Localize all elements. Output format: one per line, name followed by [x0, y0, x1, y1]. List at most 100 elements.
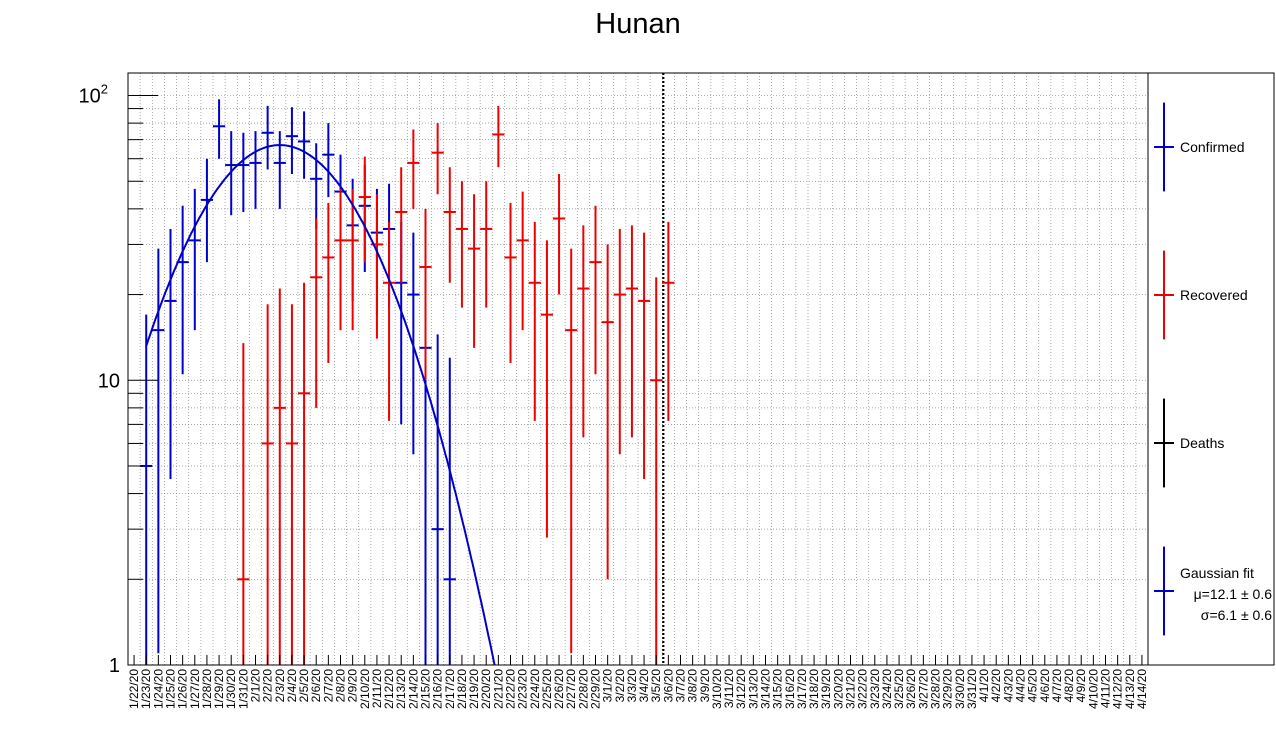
x-tick-label: 4/6/20 [1038, 669, 1052, 703]
data-point-recovered [540, 240, 553, 538]
plot-background [128, 73, 1148, 665]
x-tick-label: 3/16/20 [783, 669, 797, 709]
x-tick-label: 2/26/20 [552, 669, 566, 709]
data-point-recovered [638, 232, 651, 480]
legend-label: Gaussian fit [1180, 565, 1254, 581]
x-tick-label: 3/26/20 [904, 669, 918, 709]
x-tick-label: 2/28/20 [576, 669, 590, 709]
data-point-recovered [358, 156, 371, 263]
data-point-confirmed [443, 357, 456, 665]
data-point-confirmed [322, 123, 335, 198]
x-tick-label: 4/10/20 [1086, 669, 1100, 709]
gaussian-fit-curve [145, 144, 496, 666]
x-tick-label: 2/11/20 [370, 669, 384, 708]
legend-entry-deaths: Deaths [1154, 398, 1224, 488]
data-point-recovered [589, 205, 602, 375]
x-tick-label: 2/21/20 [491, 669, 505, 709]
x-tick-label: 3/15/20 [771, 669, 785, 709]
x-tick-label: 1/27/20 [188, 669, 202, 709]
x-tick-label: 3/18/20 [807, 669, 821, 709]
series-layer [140, 99, 675, 665]
x-tick-label: 2/27/20 [564, 669, 578, 709]
x-tick-label: 4/2/20 [989, 669, 1003, 703]
x-tick-label: 1/28/20 [200, 669, 214, 709]
x-tick-label: 2/7/20 [321, 669, 335, 703]
x-tick-label: 2/1/20 [249, 669, 263, 703]
data-point-recovered [285, 304, 298, 665]
x-tick-label: 2/8/20 [334, 669, 348, 703]
data-point-recovered [298, 282, 311, 665]
data-point-recovered [310, 218, 323, 408]
data-point-recovered [480, 181, 493, 308]
x-tick-label: 2/17/20 [443, 669, 457, 709]
x-tick-label: 3/31/20 [965, 669, 979, 709]
data-point-confirmed [188, 188, 201, 331]
data-point-confirmed [285, 107, 298, 175]
data-point-recovered [650, 277, 663, 665]
x-tick-label: 3/4/20 [637, 669, 651, 703]
x-tick-label: 2/6/20 [309, 669, 323, 703]
x-tick-label: 1/24/20 [151, 669, 165, 709]
data-point-confirmed [237, 132, 250, 212]
x-tick-label: 3/5/20 [649, 669, 663, 703]
data-point-confirmed [152, 248, 165, 654]
x-tick-label: 3/28/20 [929, 669, 943, 709]
y-tick-label: 10 [98, 370, 120, 392]
data-point-recovered [346, 188, 359, 331]
data-point-recovered [553, 174, 566, 295]
x-tick-label: 2/14/20 [406, 669, 420, 709]
data-point-confirmed [249, 131, 262, 209]
x-tick-label: 2/4/20 [285, 669, 299, 703]
data-point-confirmed [310, 143, 323, 229]
legend-entry-recovered: Recovered [1154, 250, 1248, 340]
x-tick-label: 2/15/20 [419, 669, 433, 709]
x-tick-label: 3/8/20 [686, 669, 700, 703]
x-tick-label: 3/22/20 [856, 669, 870, 709]
legend-fit-parameter: σ=6.1 ± 0.6 [1201, 607, 1272, 623]
x-tick-label: 4/7/20 [1050, 669, 1064, 703]
x-tick-label: 4/4/20 [1014, 669, 1028, 703]
x-tick-label: 4/9/20 [1074, 669, 1088, 703]
data-point-recovered [625, 225, 638, 438]
x-tick-label: 2/10/20 [358, 669, 372, 709]
x-tick-label: 3/3/20 [625, 669, 639, 703]
x-tick-label: 4/5/20 [1026, 669, 1040, 703]
data-point-recovered [662, 221, 675, 421]
x-tick-label: 1/31/20 [236, 669, 250, 709]
x-tick-label: 1/30/20 [224, 669, 238, 709]
axes-layer: 1/22/201/23/201/24/201/25/201/26/201/27/… [79, 72, 1149, 709]
x-tick-label: 2/16/20 [431, 669, 445, 709]
data-point-recovered [528, 221, 541, 421]
legend-fit-parameter: μ=12.1 ± 0.6 [1194, 586, 1273, 602]
x-tick-label: 2/18/20 [455, 669, 469, 709]
x-tick-label: 3/1/20 [601, 669, 615, 703]
x-tick-label: 2/22/20 [504, 669, 518, 709]
x-tick-label: 3/9/20 [698, 669, 712, 703]
x-tick-label: 2/24/20 [528, 669, 542, 709]
x-tick-label: 4/3/20 [1001, 669, 1015, 703]
x-tick-label: 3/10/20 [710, 669, 724, 709]
x-tick-label: 3/27/20 [916, 669, 930, 709]
data-point-recovered [613, 228, 626, 455]
legend-entry-confirmed: Confirmed [1154, 102, 1245, 192]
x-tick-label: 1/22/20 [127, 669, 141, 709]
data-point-confirmed [261, 105, 274, 170]
x-tick-label: 3/24/20 [880, 669, 894, 709]
x-tick-label: 2/9/20 [346, 669, 360, 703]
x-tick-label: 3/21/20 [844, 669, 858, 709]
legend-label: Confirmed [1180, 139, 1245, 155]
x-tick-label: 4/11/20 [1099, 669, 1113, 708]
x-tick-label: 3/19/20 [819, 669, 833, 709]
x-tick-label: 3/7/20 [674, 669, 688, 703]
legend-layer: Confirmed Recovered Deaths Gaussian fit μ=12… [1147, 72, 1275, 666]
x-tick-label: 1/23/20 [139, 669, 153, 709]
x-tick-label: 4/12/20 [1111, 669, 1125, 709]
y-tick-label: 102 [79, 82, 108, 108]
x-tick-label: 3/30/20 [953, 669, 967, 709]
data-point-recovered [431, 123, 444, 195]
data-point-recovered [601, 244, 614, 580]
x-tick-label: 2/12/20 [382, 669, 396, 709]
x-tick-label: 3/17/20 [795, 669, 809, 709]
